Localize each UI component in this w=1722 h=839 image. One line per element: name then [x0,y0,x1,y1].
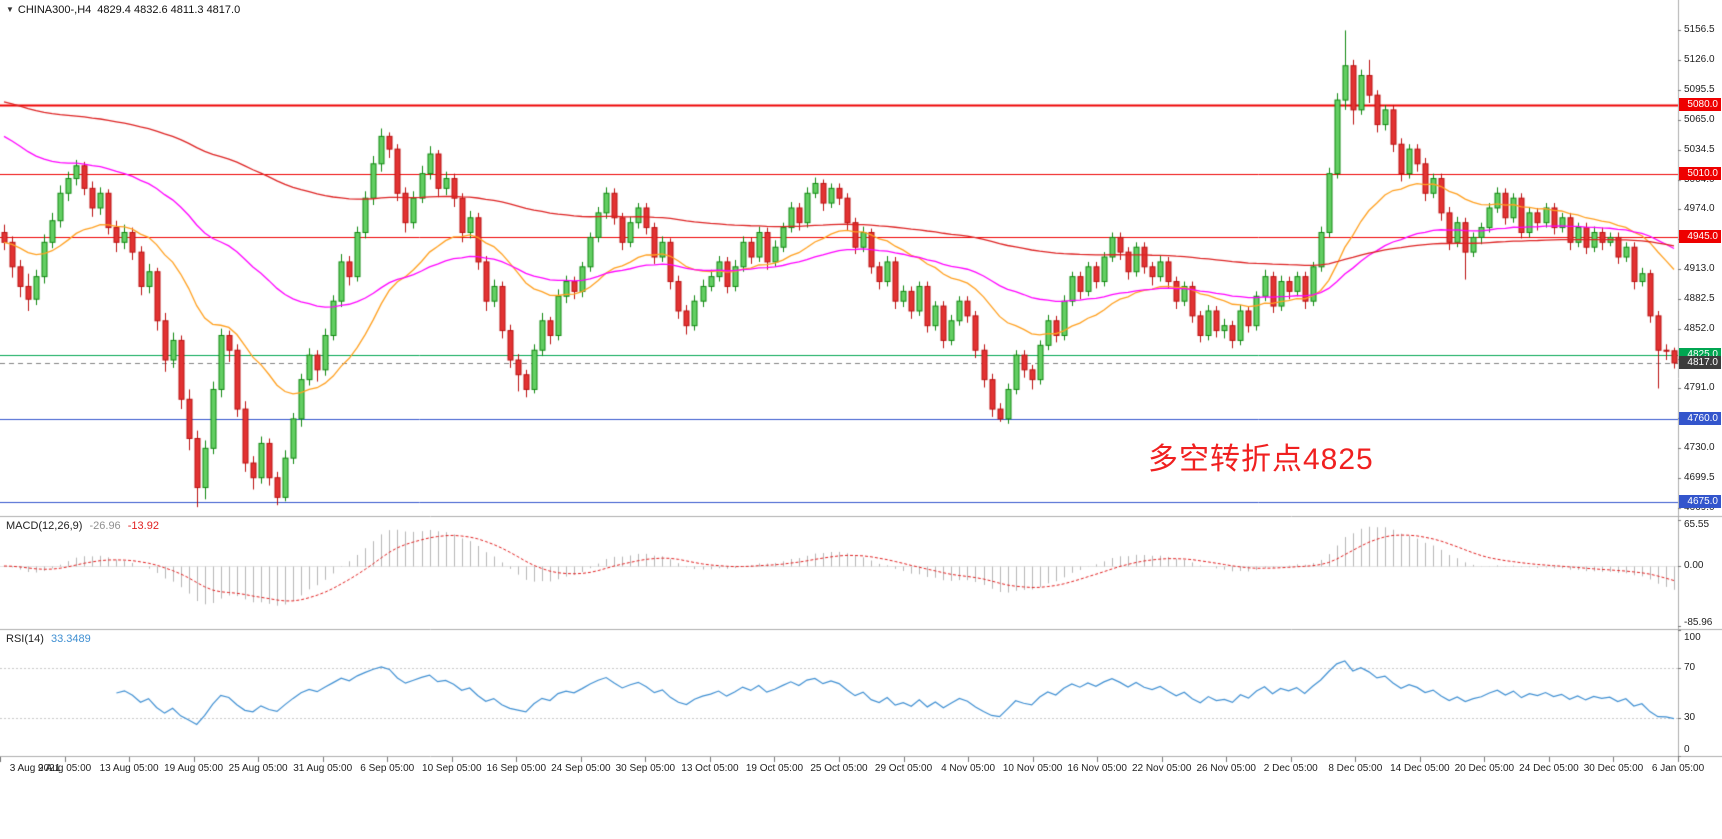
ohlc-values: 4829.4 4832.6 4811.3 4817.0 [97,4,241,16]
macd-indicator-title: MACD(12,26,9) -26.96 -13.92 [6,520,163,532]
x-axis-label: 31 Aug 05:00 [293,763,353,774]
macd-axis-label: -85.96 [1684,617,1713,628]
y-axis-tick: 5156.5 [1684,23,1715,35]
x-axis-label: 13 Oct 05:00 [681,763,739,774]
y-axis-tick: 5065.0 [1684,113,1715,125]
y-axis-tick: 4699.5 [1684,472,1715,484]
x-axis-label: 10 Nov 05:00 [1002,763,1063,774]
price-line-label: 4760.0 [1679,411,1721,425]
annotation-text[interactable]: 多空转折点4825 [1148,443,1374,476]
x-axis-label: 30 Dec 05:00 [1583,763,1644,774]
x-axis-label: 19 Aug 05:00 [164,763,224,774]
y-axis-tick: 4913.0 [1684,262,1715,274]
price-line-label: 5080.0 [1679,97,1721,111]
x-axis-label: 25 Oct 05:00 [810,763,868,774]
current-price-label: 4817.0 [1679,355,1721,369]
x-axis-label: 30 Sep 05:00 [615,763,676,774]
y-axis-tick: 5095.5 [1684,83,1715,95]
x-axis-label: 24 Sep 05:00 [551,763,611,774]
x-axis-label: 13 Aug 05:00 [99,763,159,774]
x-axis-label: 4 Nov 05:00 [941,763,996,774]
rsi-axis-label: 0 [1684,744,1690,755]
y-axis-tick: 4791.0 [1684,382,1715,394]
x-axis-label: 24 Dec 05:00 [1519,763,1579,774]
x-axis-label: 22 Nov 05:00 [1131,763,1192,774]
macd-signal-value: -13.92 [127,520,159,532]
collapse-arrow-icon[interactable]: ▼ [6,5,14,14]
chart-title: ▼ CHINA300-,H4 4829.4 4832.6 4811.3 4817.0 [6,4,240,16]
rsi-axis-label: 70 [1684,661,1696,673]
x-axis-label: 9 Aug 05:00 [37,763,92,774]
rsi-label: RSI(14) [6,633,44,645]
x-axis-label: 8 Dec 05:00 [1328,763,1383,774]
macd-main-value: -26.96 [89,520,121,532]
macd-label: MACD(12,26,9) [6,520,83,532]
rsi-indicator-title: RSI(14) 33.3489 [6,633,95,645]
x-axis-label: 2 Dec 05:00 [1263,763,1318,774]
macd-axis-label: 65.55 [1684,519,1710,530]
y-axis-tick: 5034.5 [1684,143,1715,155]
x-axis-label: 16 Sep 05:00 [486,763,547,774]
rsi-axis-label: 100 [1684,632,1701,643]
x-axis-label: 20 Dec 05:00 [1454,763,1515,774]
x-axis-label: 25 Aug 05:00 [228,763,288,774]
y-axis-tick: 4852.0 [1684,322,1715,334]
x-axis-label: 16 Nov 05:00 [1067,763,1127,774]
x-axis-label: 6 Jan 05:00 [1651,763,1705,774]
price-line-label: 5010.0 [1679,166,1721,180]
x-axis-label: 29 Oct 05:00 [874,763,933,774]
y-axis-tick: 4882.5 [1684,292,1715,304]
y-axis-tick: 5126.0 [1684,53,1715,65]
rsi-value: 33.3489 [50,633,91,645]
price-line-label: 4945.0 [1679,230,1721,244]
x-axis-label: 6 Sep 05:00 [360,763,415,774]
y-axis-tick: 4730.0 [1684,442,1715,454]
y-axis-tick: 4974.0 [1684,202,1715,214]
x-axis-label: 3 Aug 2021 [9,763,61,774]
x-axis-label: 26 Nov 05:00 [1196,763,1256,774]
rsi-axis-label: 30 [1684,712,1696,724]
macd-axis-label: 0.00 [1684,560,1704,571]
x-axis-label: 19 Oct 05:00 [745,763,804,774]
x-axis-label: 10 Sep 05:00 [422,763,482,774]
x-axis-label: 14 Dec 05:00 [1390,763,1450,774]
symbol-timeframe-label: CHINA300-,H4 [17,4,92,16]
price-line-label: 4675.0 [1679,495,1721,509]
